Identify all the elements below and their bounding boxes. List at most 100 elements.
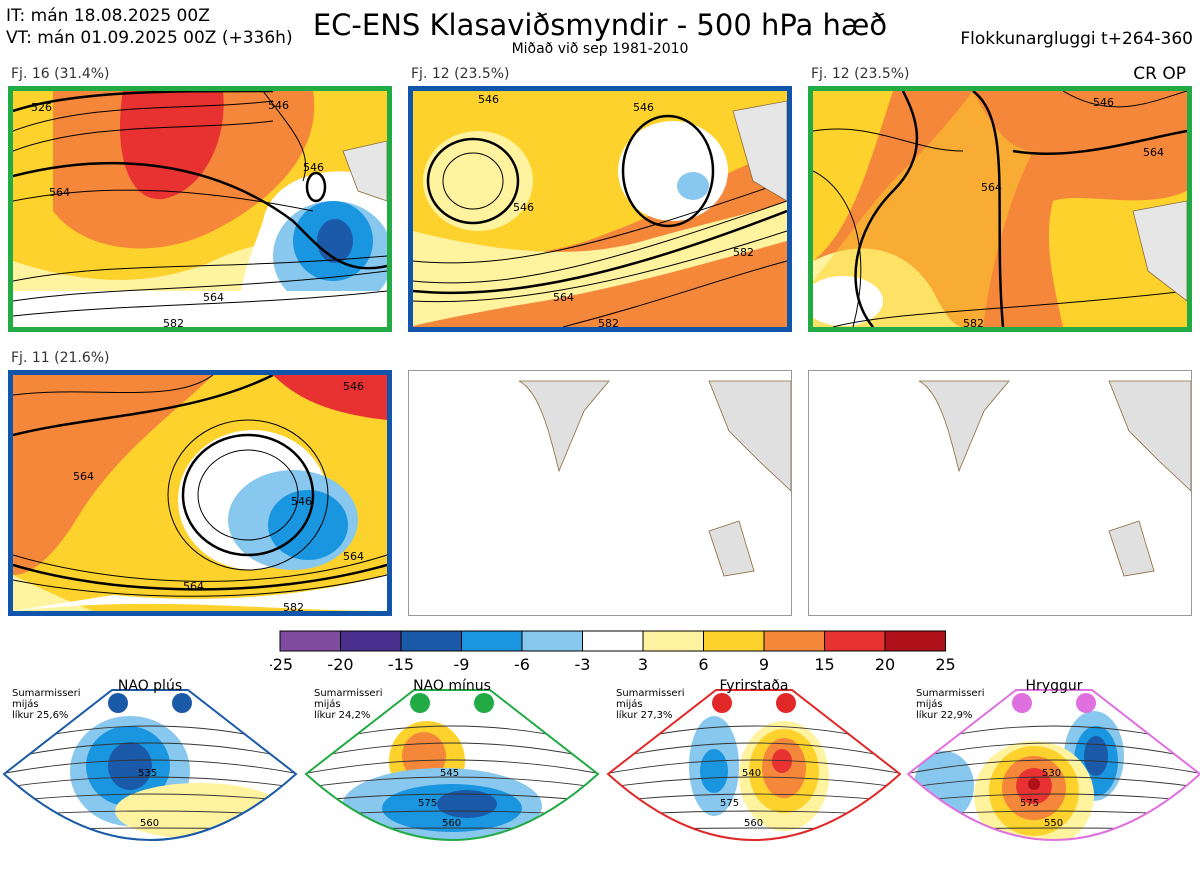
height-contours-bold [13,375,387,591]
regime-info: Sumarmisseri mijás líkur 22,9% [916,688,984,721]
cluster-map-4: 564 546 546 564 564 582 [8,370,392,616]
landmass [708,520,755,577]
landmass [1132,200,1187,302]
anomaly-fill-15 [273,375,387,420]
regime-contour [306,759,598,775]
regime-info-line2: mijás [616,699,643,710]
regime-contour [306,776,598,789]
anomaly-fill-15 [119,91,224,200]
regime-info-line3: líkur 25,6% [12,710,69,721]
landmass [342,140,387,202]
colorbar-tick-label: 15 [814,655,834,674]
contour-label: 546 [343,380,364,393]
header-center: EC-ENS Klasaviðsmyndir - 500 hPa hæð Mið… [0,8,1200,56]
regime-info: Sumarmisseri mijás líkur 27,3% [616,688,684,721]
regime-info-line2: mijás [12,699,39,710]
regime-contour-label: 575 [1020,798,1039,809]
contour-label: 564 [183,580,204,593]
regime-contour-label: 560 [744,818,763,829]
regime-panel: NAO mínus 545 560 575 Sumarmisseri mijás líkur… [302,676,602,871]
regime-marker [776,693,796,713]
contour-label: 546 [633,101,654,114]
cluster-window: Flokkunargluggi t+264-360 [960,29,1193,49]
colorbar-swatch [763,630,825,652]
contour-label: 582 [733,246,754,259]
height-contours-bold [413,114,787,295]
colorbar-tick-label: -20 [327,655,353,674]
panel-4-label: Fj. 11 (21.6%) [11,350,110,366]
cluster-map-2-svg: 546 546 546 564 582 582 [413,91,787,327]
contour-label: 546 [291,495,312,508]
regime-border [2,689,298,841]
regime-contour [306,742,598,761]
regime-border [304,689,600,841]
colorbar-swatch [884,630,946,652]
empty-map-6 [808,370,1192,616]
empty-map-5 [408,370,792,616]
colorbar-tick-label: -25 [270,655,293,674]
regime-anomaly-fill [1028,778,1040,790]
anomaly-fill-3 [423,131,533,231]
landmass [708,380,791,492]
regime-contour [302,858,602,862]
regime-anomaly-fill [108,742,152,790]
regime-contour [904,844,1200,845]
colorbar-swatch [461,630,523,652]
colorbar-swatch [279,630,341,652]
cluster-map-2: 546 546 546 564 582 582 [408,86,792,332]
regime-contour [4,759,296,775]
contour-label: 546 [513,201,534,214]
colorbar-swatch [340,630,402,652]
contour-label: 564 [553,291,574,304]
colorbar-tick-label: 3 [638,655,648,674]
contour-label: 582 [963,317,984,327]
contour-label: 546 [478,93,499,106]
regime-title: Fyrirstaða [720,678,789,694]
anomaly-fill-neg3 [677,172,709,200]
colorbar-swatch [582,630,644,652]
contour-label: 564 [203,291,224,304]
regime-info-line1: Sumarmisseri [616,688,685,699]
regime-panel: Fyrirstaða 540 560 575 Sumarmisseri mijás líku… [604,676,904,871]
regime-contour [908,742,1200,761]
cr-op-label: CR OP [1133,64,1186,84]
cluster-map-3: 546 564 564 582 [808,86,1192,332]
empty-map-5-svg [518,380,791,577]
colorbar-swatch [642,630,704,652]
regime-contour [904,858,1200,862]
anomaly-fill-south [13,575,387,611]
colorbar-tick-label: -15 [388,655,414,674]
regime-border [606,689,902,841]
height-contours-bold [13,91,387,270]
regime-contour-label: 550 [1044,818,1063,829]
header-times: IT: mán 18.08.2025 00Z VT: mán 01.09.202… [6,5,293,49]
regime-marker [172,693,192,713]
contour-label: 582 [598,317,619,327]
anomaly-fill-neg9 [317,219,353,263]
landmass [518,380,610,473]
contour-label: 526 [31,101,52,114]
regime-contour [604,844,904,845]
contour-label: 546 [1093,96,1114,109]
colorbar-tick-label: 6 [698,655,708,674]
colorbar-swatch [824,630,886,652]
contour-label: 564 [1143,146,1164,159]
regime-title: NAO plús [118,678,182,694]
colorbar-swatch [521,630,583,652]
colorbar-tick-label: 25 [935,655,955,674]
regime-contour-label: 540 [742,768,761,779]
regime-fan: Fyrirstaða 540 560 575 [604,678,904,845]
regime-contour [608,742,900,761]
regime-info-line2: mijás [314,699,341,710]
colorbar-labels: -25 -20 -15 -9 -6 -3 3 6 9 15 20 25 [270,655,956,674]
landmass [1108,520,1155,577]
page-title: EC-ENS Klasaviðsmyndir - 500 hPa hæð [312,8,888,42]
regime-contour [306,793,598,803]
regime-anomaly-fill [700,749,728,793]
regime-info: Sumarmisseri mijás líkur 24,2% [314,688,382,721]
regime-anomaly-fill [1011,853,1047,869]
panel-3-label: Fj. 12 (23.5%) [811,66,910,82]
regime-marker [1076,693,1096,713]
regime-marker [712,693,732,713]
regime-contour [0,844,300,845]
